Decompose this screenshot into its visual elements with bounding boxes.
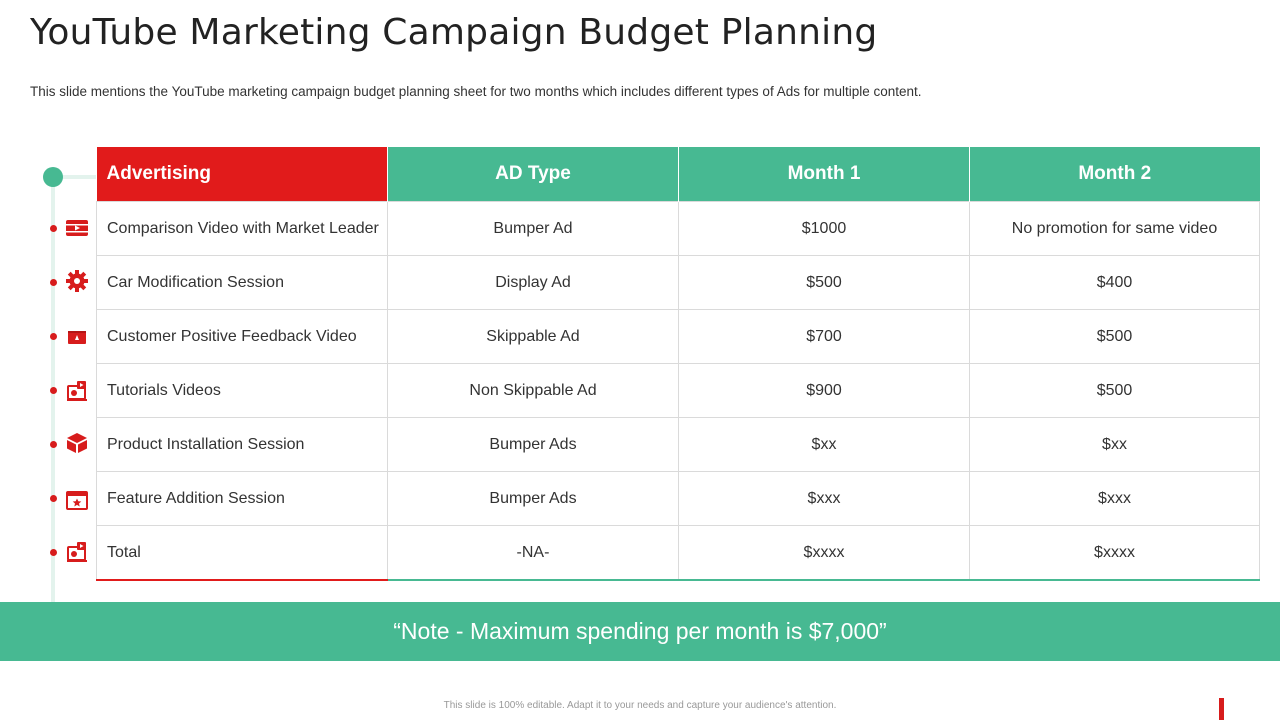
- cell-month-2: $xxxx: [969, 525, 1260, 581]
- feedback-icon: [64, 324, 90, 350]
- timeline-dot: [50, 387, 57, 394]
- corner-accent-bar: [1219, 698, 1224, 720]
- cell-ad-type: Non Skippable Ad: [387, 363, 679, 418]
- header-ad-type: AD Type: [387, 147, 679, 202]
- cell-month-1: $xxx: [678, 471, 970, 526]
- page-subtitle: This slide mentions the YouTube marketin…: [30, 84, 922, 99]
- cell-month-2: No promotion for same video: [969, 201, 1260, 256]
- timeline-dot: [50, 333, 57, 340]
- cell-ad-type: Skippable Ad: [387, 309, 679, 364]
- timeline-dot: [50, 549, 57, 556]
- table-row: Product Installation Session Bumper Ads …: [96, 417, 1260, 472]
- header-advertising: Advertising: [96, 147, 388, 202]
- star-window-icon: [64, 487, 90, 513]
- cell-month-1: $500: [678, 255, 970, 310]
- cell-advertising: Product Installation Session: [96, 417, 388, 472]
- gear-icon: [64, 268, 90, 294]
- cell-advertising: Comparison Video with Market Leader: [96, 201, 388, 256]
- timeline-knob: [43, 167, 63, 187]
- cell-month-1: $xx: [678, 417, 970, 472]
- header-month-1: Month 1: [678, 147, 970, 202]
- table-row: Car Modification Session Display Ad $500…: [96, 255, 1260, 310]
- cell-month-2: $xxx: [969, 471, 1260, 526]
- table-row: Comparison Video with Market Leader Bump…: [96, 201, 1260, 256]
- note-text: “Note - Maximum spending per month is $7…: [393, 618, 887, 644]
- timeline-dot: [50, 279, 57, 286]
- cell-month-1: $1000: [678, 201, 970, 256]
- cell-ad-type: Bumper Ad: [387, 201, 679, 256]
- timeline-dot: [50, 495, 57, 502]
- tutorial-icon: [64, 539, 90, 565]
- cell-ad-type: Display Ad: [387, 255, 679, 310]
- timeline-connector: [60, 175, 96, 179]
- table-header-row: Advertising AD Type Month 1 Month 2: [96, 147, 1260, 202]
- tutorial-icon: [64, 378, 90, 404]
- cell-advertising: Car Modification Session: [96, 255, 388, 310]
- cell-month-1: $xxxx: [678, 525, 970, 581]
- cell-advertising: Tutorials Videos: [96, 363, 388, 418]
- footer-text: This slide is 100% editable. Adapt it to…: [443, 700, 837, 711]
- table-row-total: Total -NA- $xxxx $xxxx: [96, 525, 1260, 581]
- note-banner: “Note - Maximum spending per month is $7…: [0, 602, 1280, 661]
- cell-month-1: $700: [678, 309, 970, 364]
- box-icon: [64, 430, 90, 456]
- timeline-dot: [50, 441, 57, 448]
- cell-month-2: $xx: [969, 417, 1260, 472]
- cell-ad-type: Bumper Ads: [387, 471, 679, 526]
- budget-table: Advertising AD Type Month 1 Month 2 Comp…: [96, 147, 1260, 581]
- video-icon: [64, 215, 90, 241]
- table-row: Customer Positive Feedback Video Skippab…: [96, 309, 1260, 364]
- cell-month-2: $500: [969, 363, 1260, 418]
- cell-month-2: $400: [969, 255, 1260, 310]
- header-month-2: Month 2: [969, 147, 1260, 202]
- cell-month-1: $900: [678, 363, 970, 418]
- cell-month-2: $500: [969, 309, 1260, 364]
- cell-advertising: Total: [96, 525, 388, 581]
- cell-advertising: Feature Addition Session: [96, 471, 388, 526]
- timeline-dot: [50, 225, 57, 232]
- page-title: YouTube Marketing Campaign Budget Planni…: [30, 12, 878, 53]
- table-row: Feature Addition Session Bumper Ads $xxx…: [96, 471, 1260, 526]
- cell-ad-type: Bumper Ads: [387, 417, 679, 472]
- cell-ad-type: -NA-: [387, 525, 679, 581]
- cell-advertising: Customer Positive Feedback Video: [96, 309, 388, 364]
- table-row: Tutorials Videos Non Skippable Ad $900 $…: [96, 363, 1260, 418]
